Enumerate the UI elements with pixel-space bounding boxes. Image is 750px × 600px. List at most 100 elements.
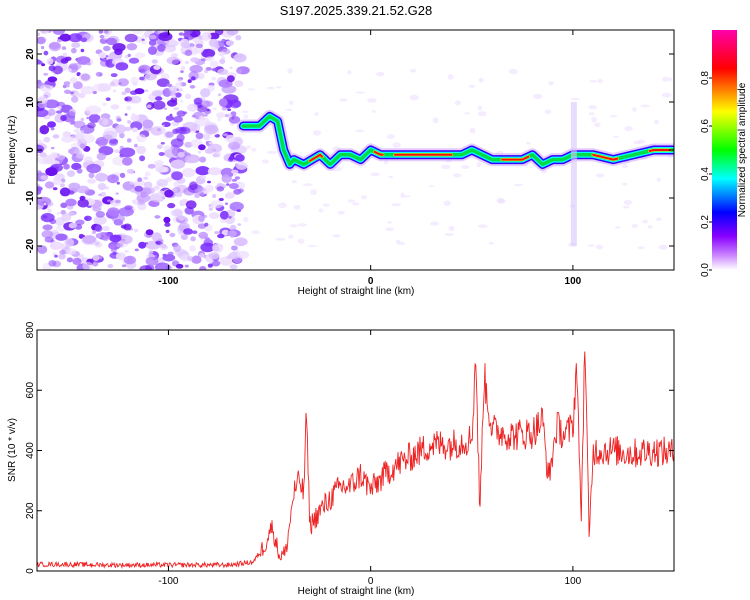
noise-blob [293,204,301,210]
noise-blob [235,154,245,162]
y-tick-label: 400 [25,442,36,459]
noise-blob [71,162,82,171]
noise-blob [228,230,237,238]
noise-blob [98,256,103,260]
y-tick-label: 200 [25,502,36,519]
noise-blob [217,151,221,156]
noise-blob [447,74,454,80]
noise-blob [60,58,69,64]
noise-blob [203,69,209,74]
noise-blob [121,264,127,268]
noise-blob [118,82,122,85]
noise-blob [398,241,405,245]
noise-blob [39,84,53,93]
noise-blob [37,155,53,165]
noise-blob [95,233,102,239]
noise-blob [86,62,92,66]
noise-blob [56,110,63,114]
noise-blob [352,202,360,206]
x-tick-label: 0 [368,576,374,587]
noise-blob [613,135,619,138]
noise-blob [208,252,220,260]
noise-blob [65,198,77,207]
noise-blob [570,97,581,101]
noise-blob [227,108,232,111]
noise-blob [201,58,206,62]
noise-blob [214,231,220,235]
signal-hot-red [501,155,530,161]
noise-blob [176,110,186,117]
noise-blob [208,212,220,220]
noise-blob [184,264,189,268]
noise-blob [51,69,55,73]
noise-blob [235,161,248,170]
noise-blob [478,111,487,117]
noise-blob [110,73,118,78]
noise-blob [231,169,239,174]
noise-blob [64,238,75,247]
noise-blob [206,108,210,112]
noise-blob [201,158,206,162]
noise-blob [155,240,162,244]
noise-blob [469,84,475,89]
noise-blob [59,183,65,188]
colorbar: 0.0 0.2 0.4 0.6 0.8 Normalized spectral ampl… [700,30,748,277]
x-tick-label: 100 [565,276,582,287]
noise-blob [218,197,224,202]
noise-blob [45,167,58,177]
noise-blob [233,237,248,247]
noise-blob [123,223,132,231]
noise-blob [181,167,196,178]
noise-blob [66,248,77,256]
noise-blob [204,222,209,227]
noise-blob [137,177,143,182]
noise-blob [347,199,356,203]
noise-blob [228,172,234,177]
spectrogram-x-label: Height of straight line (km) [298,286,415,297]
noise-blob [204,114,208,117]
noise-blob [211,260,221,267]
noise-blob [211,67,218,72]
noise-blob [77,198,89,208]
noise-blob [588,112,595,116]
noise-blob [61,213,72,222]
noise-blob [165,229,170,234]
noise-blob [219,210,229,220]
noise-blob [218,51,226,57]
noise-blob [101,232,111,242]
noise-blob [73,128,80,134]
noise-blob [246,145,252,149]
noise-blob [191,255,202,264]
y-tick-label: 10 [25,96,36,108]
noise-blob [155,96,163,101]
noise-blob [115,62,129,71]
noise-blob [153,65,161,70]
noise-blob [52,134,60,139]
noise-blob [86,163,102,174]
noise-blob [318,208,324,213]
noise-blob [597,79,603,84]
noise-blob [533,93,543,100]
noise-blob [80,117,85,122]
noise-blob [247,88,256,91]
noise-blob [207,263,213,268]
noise-blob [37,186,43,192]
noise-blob [198,215,205,222]
noise-blob [59,33,71,42]
noise-blob [134,52,146,59]
noise-blob [63,163,70,170]
noise-blob [164,222,171,227]
noise-blob [61,135,74,143]
noise-blob [148,34,157,40]
noise-blob [658,244,668,250]
noise-blob [105,97,111,101]
noise-blob [93,215,107,225]
noise-blob [37,144,45,153]
noise-blob [69,77,78,84]
noise-blob [86,116,89,120]
noise-blob [514,183,523,187]
noise-blob [68,222,77,229]
noise-blob [238,188,244,193]
snr-series [37,351,674,569]
